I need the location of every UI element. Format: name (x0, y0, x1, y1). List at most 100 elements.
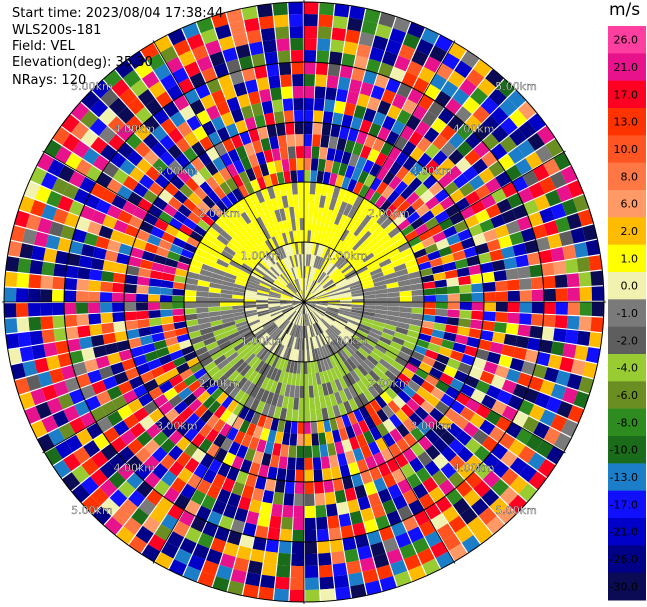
velocity-bin (460, 50, 480, 69)
velocity-bin (362, 311, 376, 317)
velocity-bin (277, 276, 287, 286)
velocity-bin (205, 253, 219, 263)
velocity-bin (46, 355, 61, 371)
velocity-bin (158, 354, 173, 366)
velocity-bin (351, 304, 364, 308)
velocity-bin (338, 201, 348, 215)
field-label: Field: VEL (12, 39, 75, 54)
velocity-bin (168, 429, 184, 445)
velocity-bin (418, 333, 432, 343)
velocity-bin (295, 313, 301, 325)
velocity-bin (263, 174, 273, 188)
velocity-bin (317, 207, 324, 220)
velocity-bin (313, 255, 319, 268)
velocity-bin (196, 109, 211, 126)
velocity-bin (274, 248, 282, 261)
velocity-bin (238, 496, 252, 511)
velocity-bin (335, 278, 347, 286)
velocity-bin (521, 361, 536, 376)
velocity-bin (304, 302, 307, 314)
velocity-bin (325, 311, 337, 319)
velocity-bin (268, 307, 281, 312)
velocity-bin (259, 259, 270, 270)
velocity-bin (179, 368, 194, 381)
velocity-bin (281, 516, 293, 530)
velocity-bin (220, 250, 234, 260)
velocity-bin (322, 260, 330, 272)
velocity-bin (28, 274, 42, 289)
nrays-label: NRays: 120 (12, 73, 87, 88)
velocity-bin (273, 315, 285, 324)
velocity-bin (119, 88, 137, 106)
velocity-bin (396, 423, 410, 438)
velocity-bin (472, 105, 490, 124)
velocity-bin (394, 453, 409, 468)
velocity-bin (29, 330, 44, 346)
velocity-bin (552, 260, 567, 275)
velocity-bin (255, 246, 267, 258)
velocity-bin (422, 281, 436, 289)
velocity-bin (138, 327, 152, 337)
velocity-bin (266, 270, 278, 280)
velocity-bin (446, 317, 460, 326)
velocity-bin (195, 505, 212, 522)
velocity-bin (531, 289, 544, 302)
velocity-bin (247, 560, 263, 575)
velocity-bin (327, 515, 340, 529)
velocity-bin (318, 14, 333, 28)
velocity-bin (80, 476, 99, 495)
velocity-bin (252, 450, 264, 465)
velocity-bin (321, 123, 332, 136)
velocity-bin (240, 211, 252, 225)
velocity-bin (279, 246, 287, 259)
velocity-bin (236, 361, 248, 374)
velocity-bin (363, 173, 376, 188)
velocity-bin (232, 373, 244, 386)
velocity-bin (304, 313, 307, 326)
velocity-bin (226, 241, 239, 253)
velocity-bin (362, 252, 375, 263)
velocity-bin (195, 302, 209, 308)
velocity-bin (305, 565, 319, 578)
velocity-bin (449, 378, 465, 392)
velocity-bin (308, 385, 314, 398)
velocity-bin (179, 224, 193, 236)
velocity-bin (159, 150, 175, 167)
velocity-bin (244, 395, 255, 409)
velocity-bin (113, 371, 129, 385)
velocity-bin (160, 295, 173, 302)
velocity-bin (179, 406, 194, 421)
velocity-bin (88, 302, 101, 314)
velocity-bin (378, 12, 396, 28)
velocity-bin (348, 339, 360, 350)
velocity-bin (372, 320, 386, 328)
velocity-bin (391, 93, 407, 110)
velocity-bin (266, 339, 276, 351)
velocity-bin (281, 273, 290, 284)
velocity-bin (304, 86, 315, 99)
velocity-bin (245, 167, 257, 182)
velocity-bin (441, 80, 459, 98)
velocity-bin (251, 358, 262, 370)
velocity-bin (371, 324, 384, 332)
velocity-bin (41, 329, 56, 344)
velocity-bin (392, 195, 406, 209)
velocity-bin (536, 440, 554, 458)
velocity-bin (311, 267, 317, 280)
velocity-bin (342, 536, 357, 551)
velocity-bin (148, 302, 161, 311)
velocity-bin (287, 335, 293, 348)
velocity-bin (480, 262, 494, 274)
velocity-bin (509, 231, 524, 246)
velocity-bin (346, 234, 357, 246)
velocity-bin (492, 332, 506, 344)
velocity-bin (278, 456, 288, 470)
velocity-bin (416, 420, 432, 436)
velocity-bin (200, 409, 214, 424)
velocity-bin (305, 266, 308, 279)
velocity-bin (336, 316, 348, 324)
velocity-bin (352, 382, 363, 396)
velocity-bin (306, 313, 311, 326)
velocity-bin (100, 188, 117, 204)
velocity-bin (416, 168, 431, 183)
